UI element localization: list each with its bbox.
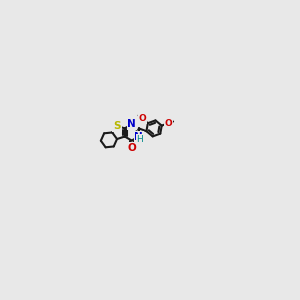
Text: O: O [128,143,136,153]
Text: S: S [113,121,121,131]
Text: H: H [136,134,143,143]
Text: O: O [164,119,172,128]
Text: N: N [134,131,143,142]
Text: N: N [128,119,136,129]
Text: O: O [139,114,146,123]
